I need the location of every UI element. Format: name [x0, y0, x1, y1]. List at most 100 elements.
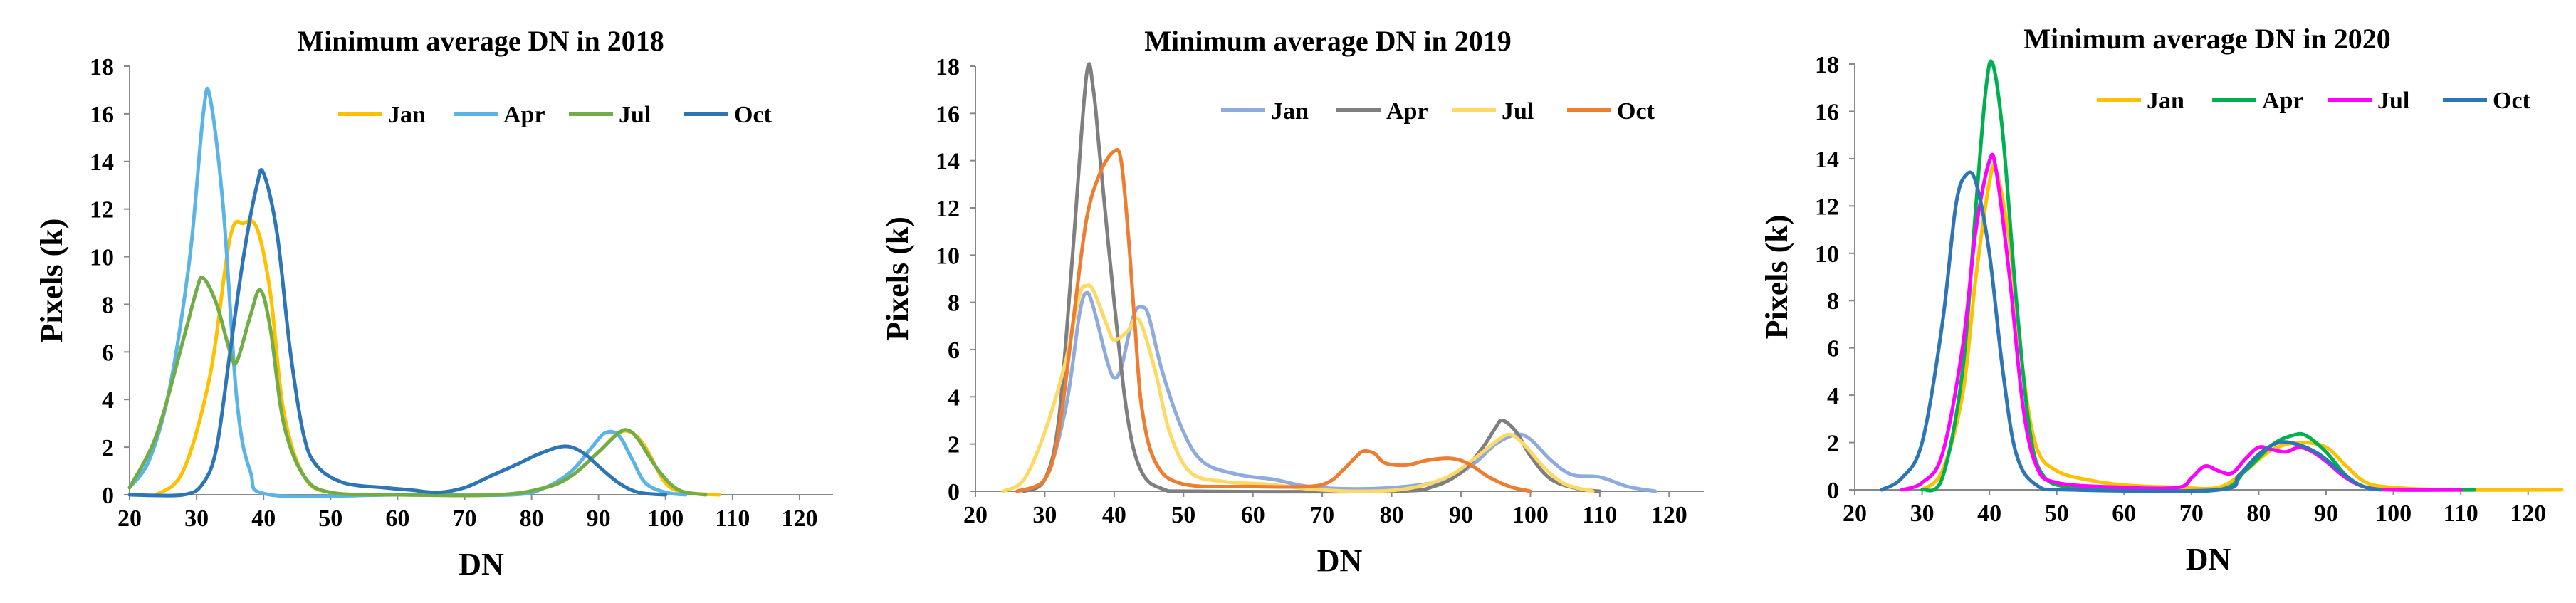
x-axis-label: DN	[459, 547, 504, 582]
y-tick-label: 16	[1815, 99, 1839, 125]
series-line-oct	[1015, 147, 1532, 493]
x-tick-label: 100	[647, 505, 684, 532]
y-tick-label: 8	[1827, 288, 1839, 315]
y-tick-label: 6	[102, 340, 114, 366]
y-tick-label: 4	[948, 384, 960, 411]
y-tick-label: 10	[1815, 241, 1839, 268]
chart-panel-1: Minimum average DN in 2018 0 2 4 6 8 10 12 14 16 1…	[34, 25, 833, 582]
y-tick-label: 6	[1827, 336, 1839, 362]
x-tick-label: 110	[2444, 500, 2478, 527]
x-tick-label: 20	[1843, 500, 1867, 527]
x-tick-label: 90	[2314, 500, 2338, 527]
y-tick-label: 0	[102, 483, 114, 509]
chart-panel-2: Minimum average DN in 2019 0 2 4 6 8 10 12 14 16 1…	[880, 25, 1704, 578]
y-tick-label: 2	[102, 435, 114, 461]
y-tick-label: 18	[90, 54, 114, 80]
x-tick-label: 90	[1449, 502, 1473, 528]
y-tick-label: 0	[1827, 478, 1839, 504]
series-line-oct	[1880, 170, 2382, 493]
legend-label-jul: Jul	[2377, 88, 2409, 114]
y-tick-label: 6	[948, 337, 960, 364]
y-tick-label: 10	[936, 243, 960, 269]
y-tick-label: 2	[948, 432, 960, 458]
legend-label-oct: Oct	[2493, 88, 2531, 114]
y-tick-label: 12	[90, 197, 114, 224]
x-tick-label: 50	[2045, 500, 2069, 527]
legend-label-jan: Jan	[1271, 98, 1309, 125]
x-tick-label: 100	[2375, 500, 2412, 527]
y-tick-label: 8	[948, 290, 960, 317]
x-tick-label: 50	[318, 505, 342, 532]
x-tick-label: 40	[1977, 500, 2001, 527]
legend-label-oct: Oct	[734, 102, 773, 128]
y-axis-label: Pixels (k)	[880, 216, 915, 341]
y-tick-label: 18	[936, 54, 960, 80]
y-tick-label: 12	[936, 196, 960, 222]
legend-label-apr: Apr	[2262, 88, 2304, 114]
y-tick-label: 14	[90, 150, 114, 176]
x-tick-label: 40	[1102, 502, 1126, 528]
x-tick-label: 60	[1241, 502, 1265, 528]
x-tick-label: 100	[1512, 502, 1549, 528]
legend-label-jan: Jan	[388, 102, 426, 128]
x-tick-label: 40	[251, 505, 276, 532]
chart-title: Minimum average DN in 2020	[2023, 23, 2391, 55]
y-axis-label: Pixels (k)	[34, 219, 69, 343]
series-line-apr	[1920, 59, 2476, 493]
legend-label-jul: Jul	[1502, 98, 1534, 125]
y-tick-label: 4	[102, 387, 114, 414]
x-tick-label: 70	[1310, 502, 1334, 528]
x-axis-label: DN	[1317, 543, 1363, 578]
y-tick-label: 12	[1815, 194, 1839, 220]
legend: Jan Apr Jul Oct	[2097, 88, 2531, 114]
x-tick-label: 20	[117, 505, 142, 532]
x-tick-label: 90	[587, 505, 611, 532]
y-tick-label: 0	[948, 479, 960, 505]
x-tick-label: 30	[184, 505, 209, 532]
x-tick-label: 120	[1651, 502, 1687, 528]
y-tick-label: 8	[102, 292, 114, 318]
series-line-jan	[155, 219, 721, 498]
chart-title: Minimum average DN in 2018	[297, 25, 664, 57]
series-line-jan	[1015, 290, 1658, 493]
x-tick-label: 30	[1032, 502, 1057, 528]
y-tick-label: 14	[1815, 147, 1839, 173]
x-tick-label: 110	[1582, 502, 1617, 528]
series-line-apr	[127, 86, 688, 498]
x-tick-label: 110	[715, 505, 750, 532]
chart-panel-3: Minimum average DN in 2020 0 2 4 6 8 10 12 14 16 1…	[1759, 23, 2564, 577]
y-tick-label: 2	[1827, 431, 1839, 457]
x-tick-label: 60	[2112, 500, 2136, 527]
chart-title: Minimum average DN in 2019	[1144, 25, 1512, 57]
x-tick-label: 20	[963, 502, 988, 528]
series-line-jan	[1920, 163, 2564, 492]
series-line-jul	[1001, 283, 1595, 493]
x-tick-label: 70	[452, 505, 476, 532]
y-tick-label: 10	[90, 245, 114, 271]
x-tick-label: 60	[385, 505, 409, 532]
x-tick-label: 80	[1380, 502, 1404, 528]
x-tick-label: 70	[2179, 500, 2204, 527]
y-tick-label: 16	[936, 101, 960, 127]
x-tick-label: 80	[520, 505, 544, 532]
x-tick-label: 120	[2510, 500, 2546, 527]
legend: Jan Apr Jul Oct	[1221, 98, 1655, 125]
series-line-jul	[127, 276, 708, 498]
y-axis-label: Pixels (k)	[1759, 215, 1794, 340]
x-axis-label: DN	[2186, 542, 2231, 577]
legend-label-jan: Jan	[2147, 88, 2184, 114]
legend: Jan Apr Jul Oct	[338, 102, 773, 128]
y-tick-label: 4	[1827, 383, 1839, 409]
legend-label-apr: Apr	[1386, 98, 1428, 125]
x-tick-label: 50	[1171, 502, 1195, 528]
series-line-apr	[1022, 62, 1602, 494]
series-line-oct	[127, 168, 668, 498]
y-tick-label: 16	[90, 102, 114, 128]
legend-label-apr: Apr	[503, 102, 545, 128]
x-tick-label: 80	[2246, 500, 2271, 527]
legend-label-jul: Jul	[619, 102, 651, 128]
x-tick-label: 120	[781, 505, 817, 532]
y-tick-label: 18	[1815, 52, 1839, 78]
legend-label-oct: Oct	[1617, 98, 1655, 125]
